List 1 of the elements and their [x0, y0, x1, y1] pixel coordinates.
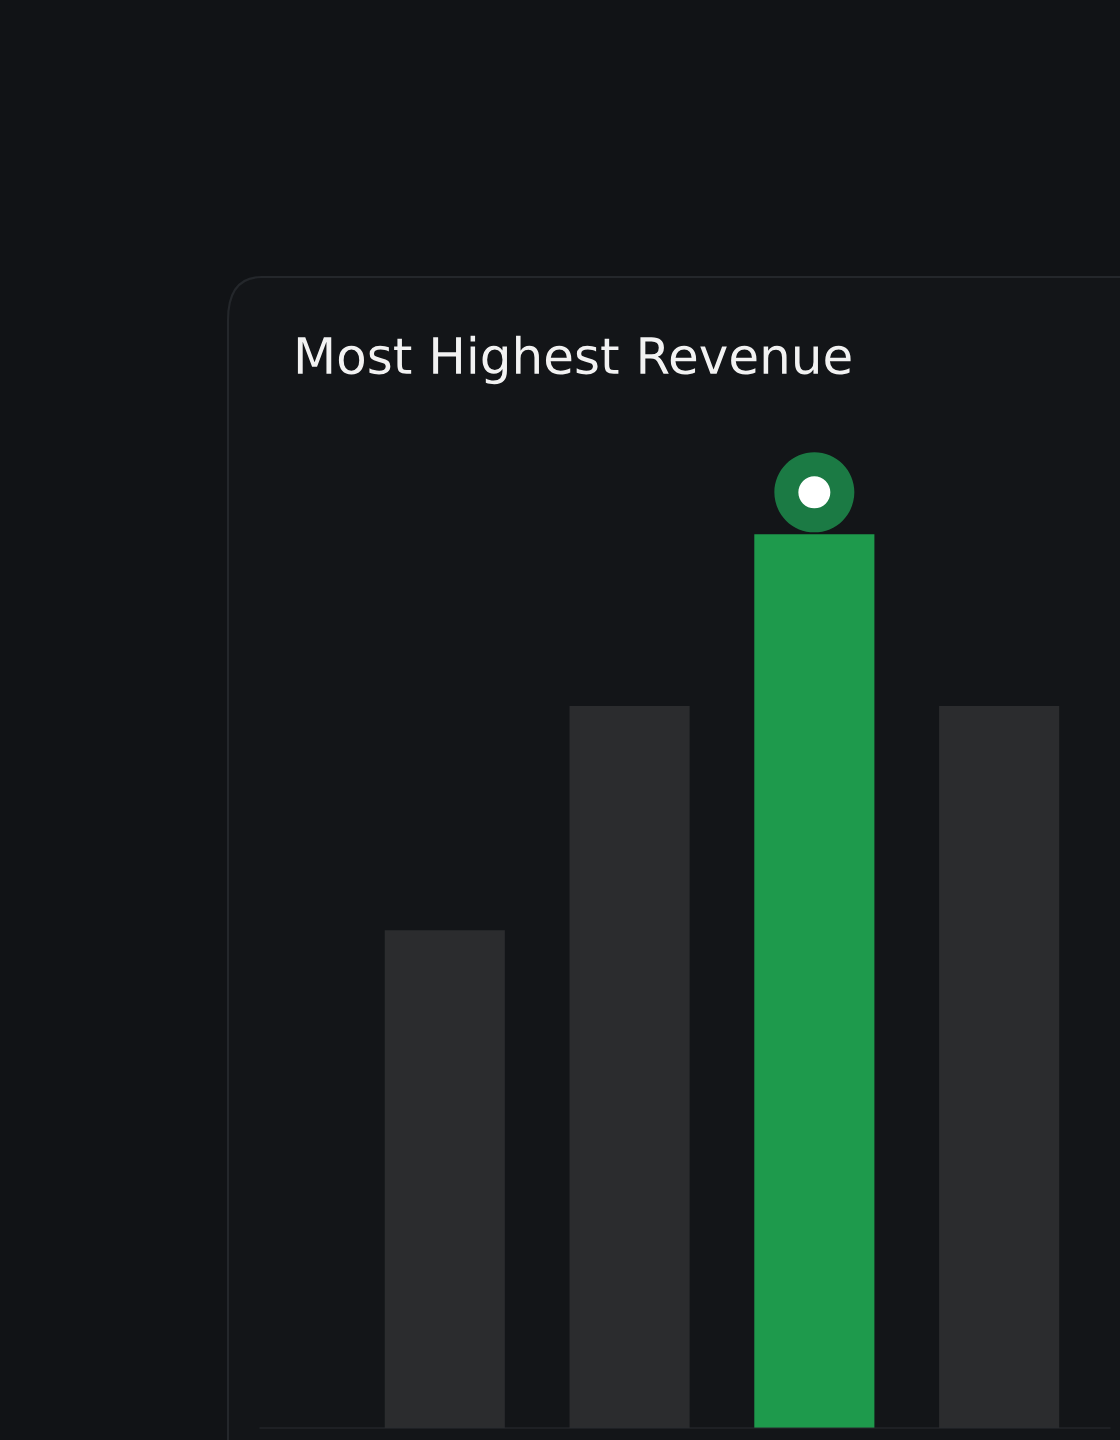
chart-title: Most Highest Revenue [297, 335, 851, 385]
